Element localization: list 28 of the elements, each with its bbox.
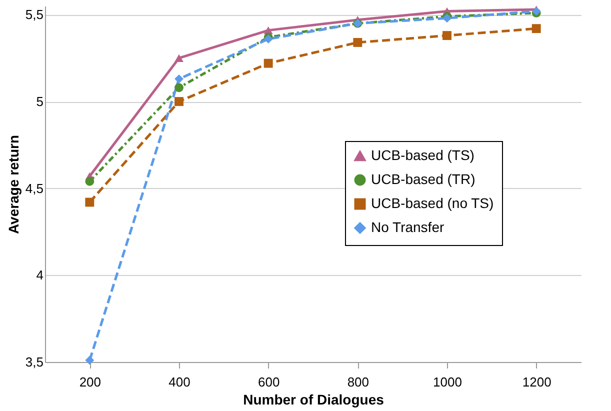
y-tick-label: 4,5 xyxy=(25,180,44,196)
point xyxy=(532,24,541,34)
x-tick-label: 800 xyxy=(347,374,370,390)
x-tick-label: 400 xyxy=(168,374,190,390)
x-tick-label: 600 xyxy=(258,374,280,390)
point xyxy=(174,97,184,106)
point xyxy=(174,74,184,84)
point xyxy=(264,58,273,68)
y-axis-title: Average return xyxy=(5,134,22,234)
y-tick-label: 4 xyxy=(36,268,44,283)
legend-label: UCB-based (TS) xyxy=(371,147,474,163)
x-tick-label: 1000 xyxy=(433,374,462,390)
point xyxy=(174,83,184,92)
point xyxy=(353,38,362,47)
point xyxy=(85,198,94,207)
x-tick-label: 200 xyxy=(79,374,102,390)
point xyxy=(85,176,94,186)
point xyxy=(442,31,452,40)
point xyxy=(174,54,184,62)
y-tick-label: 5,5 xyxy=(25,7,44,22)
y-tick-label: 5 xyxy=(36,94,44,110)
legend-label: UCB-based (no TS) xyxy=(371,195,494,211)
point xyxy=(85,356,94,365)
legend-label: No Transfer xyxy=(371,219,444,235)
x-axis-title: Number of Dialogues xyxy=(243,392,384,408)
y-tick-label: 3,5 xyxy=(25,354,44,370)
legend-label: UCB-based (TR) xyxy=(371,171,476,187)
x-tick-label: 1200 xyxy=(522,374,552,390)
